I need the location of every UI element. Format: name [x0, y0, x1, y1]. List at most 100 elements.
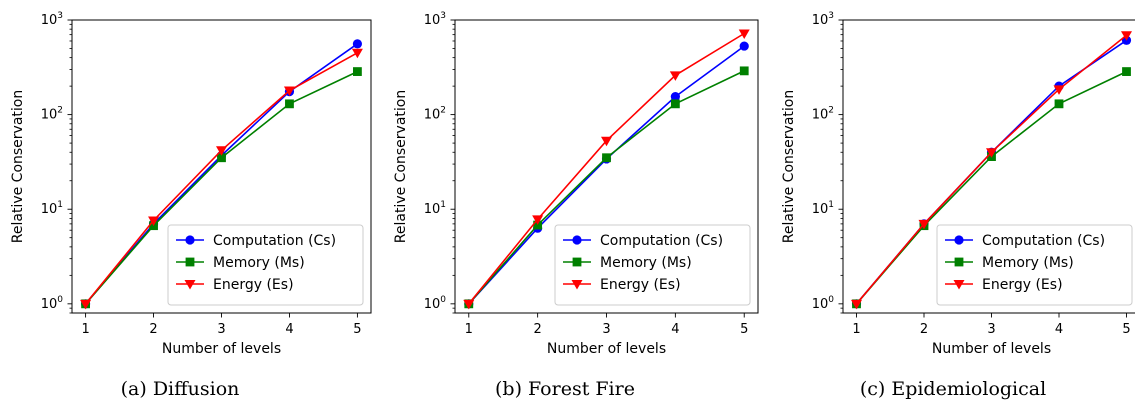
figure-caption: (b) Forest Fire: [495, 378, 635, 400]
data-point: [533, 220, 543, 230]
y-tick-label-exponent: 2: [828, 106, 834, 116]
y-tick-label-exponent: 3: [828, 11, 834, 21]
y-tick-label: 101: [812, 200, 834, 217]
y-tick-label-exponent: 1: [57, 200, 63, 210]
legend-box: [936, 224, 1133, 306]
legend-marker: [572, 235, 582, 245]
y-tick-label-exponent: 0: [828, 295, 834, 305]
data-point: [851, 299, 862, 310]
data-point: [148, 216, 160, 226]
legend-item: Memory (Ms): [563, 255, 692, 271]
y-tick-label-base: 10: [424, 202, 441, 217]
legend: Computation (Cs) Memory (Ms) Energy (Es): [167, 224, 364, 306]
data-point: [602, 153, 611, 163]
figure-caption: (a) Diffusion: [121, 378, 240, 400]
legend-item: Computation (Cs): [563, 233, 723, 249]
y-tick-label-base: 10: [812, 202, 829, 217]
y-tick-label: 100: [41, 295, 64, 312]
data-point: [669, 71, 681, 81]
legend-label: Computation (Cs): [982, 233, 1105, 249]
data-point: [216, 146, 227, 156]
legend-item: Energy (Es): [176, 277, 294, 293]
data-point: [670, 92, 680, 102]
data-point: [217, 153, 226, 163]
legend-marker: [184, 280, 196, 290]
legend-label: Computation (Cs): [600, 233, 723, 249]
x-tick-label: 3: [217, 322, 225, 337]
data-point: [80, 299, 92, 310]
legend-box: [554, 224, 751, 306]
y-tick-label-base: 10: [41, 108, 58, 123]
plot-frame: [842, 19, 1135, 314]
y-tick-label-exponent: 0: [57, 295, 63, 305]
legend-label: Computation (Cs): [213, 233, 336, 249]
x-tick-label: 1: [81, 322, 89, 337]
y-tick-label-base: 10: [41, 297, 58, 312]
legend-marker: [954, 257, 964, 267]
legend-label: Memory (Ms): [600, 255, 692, 271]
y-tick-label-base: 10: [424, 13, 441, 28]
data-point: [986, 148, 997, 158]
legend-label: Memory (Ms): [982, 255, 1074, 271]
legend-marker: [185, 257, 195, 267]
y-tick-label: 103: [812, 11, 834, 28]
data-point: [601, 136, 612, 147]
y-axis-label: Relative Conservation: [781, 90, 797, 243]
data-point: [353, 67, 362, 76]
data-point: [1121, 31, 1132, 41]
y-tick-label-exponent: 2: [440, 106, 446, 116]
plot-frame: [454, 19, 759, 314]
legend-box: [167, 224, 364, 306]
legend: Computation (Cs) Memory (Ms) Energy (Es): [936, 224, 1133, 306]
data-point: [918, 219, 930, 230]
data-point: [738, 29, 750, 39]
data-point: [670, 99, 680, 109]
y-tick-label-exponent: 3: [57, 11, 63, 21]
data-point: [1054, 99, 1064, 109]
legend-label: Memory (Ms): [213, 255, 305, 271]
figure-caption: (c) Epidemiological: [860, 378, 1046, 400]
x-tick-label: 5: [1122, 322, 1130, 337]
legend-marker: [185, 235, 195, 245]
data-point: [351, 48, 363, 59]
series-energy: [851, 31, 1132, 310]
y-tick-label-base: 10: [812, 13, 829, 28]
legend-item: Memory (Ms): [176, 255, 305, 271]
data-point: [532, 215, 544, 225]
y-tick-label: 102: [41, 106, 63, 123]
x-tick-label: 2: [149, 322, 157, 337]
data-point: [739, 66, 749, 76]
legend-marker: [571, 280, 583, 290]
x-axis-label: Number of levels: [547, 341, 666, 357]
y-tick-label: 100: [812, 295, 835, 312]
legend-item: Computation (Cs): [945, 233, 1105, 249]
plot-frame: [71, 19, 372, 314]
y-tick-label-exponent: 0: [440, 295, 446, 305]
y-axis-label: Relative Conservation: [10, 90, 26, 243]
x-tick-label: 3: [602, 322, 610, 337]
legend-label: Energy (Es): [213, 277, 294, 293]
data-point: [352, 39, 363, 49]
data-point: [463, 299, 475, 310]
legend-label: Energy (Es): [982, 277, 1063, 293]
legend: Computation (Cs) Memory (Ms) Energy (Es): [554, 224, 751, 306]
data-point: [285, 99, 294, 109]
y-tick-label: 101: [424, 200, 446, 217]
series-energy: [80, 48, 363, 310]
y-tick-label-base: 10: [41, 202, 58, 217]
y-tick-label: 101: [41, 200, 63, 217]
x-tick-label: 5: [740, 322, 748, 337]
y-tick-label: 103: [424, 11, 446, 28]
y-axis-label: Relative Conservation: [393, 90, 409, 243]
legend-label: Energy (Es): [600, 277, 681, 293]
x-tick-label: 3: [987, 322, 995, 337]
y-tick-label-base: 10: [424, 297, 441, 312]
y-tick-label-base: 10: [41, 13, 58, 28]
x-tick-label: 4: [1055, 322, 1063, 337]
legend-item: Energy (Es): [563, 277, 681, 293]
x-axis-label: Number of levels: [162, 341, 281, 357]
data-point: [283, 86, 295, 96]
